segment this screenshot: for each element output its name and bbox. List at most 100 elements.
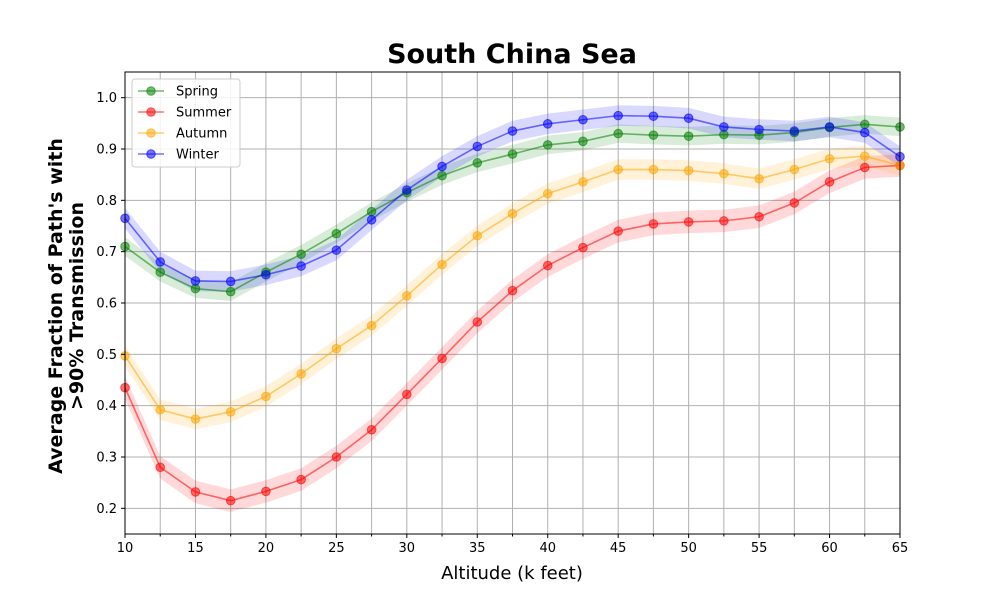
chart-title: South China Sea bbox=[387, 39, 637, 70]
y-tick-label: 0.8 bbox=[96, 194, 117, 209]
data-point-spring bbox=[366, 206, 377, 217]
x-tick-label: 35 bbox=[469, 541, 486, 556]
y-tick-label: 0.3 bbox=[96, 451, 117, 466]
legend-box bbox=[131, 78, 241, 168]
data-point-autumn bbox=[472, 230, 483, 241]
data-point-summer bbox=[472, 317, 483, 327]
data-point-autumn bbox=[719, 168, 729, 179]
y-tick-label: 0.6 bbox=[96, 297, 117, 312]
data-point-spring bbox=[507, 149, 518, 159]
data-point-spring bbox=[648, 130, 659, 140]
y-tick-label: 0.2 bbox=[96, 502, 117, 517]
data-point-spring bbox=[331, 228, 342, 239]
x-tick-label: 25 bbox=[328, 541, 345, 556]
data-point-winter bbox=[613, 110, 623, 121]
data-point-summer bbox=[366, 424, 377, 435]
data-point-spring bbox=[542, 140, 553, 150]
data-point-autumn bbox=[296, 369, 306, 379]
data-point-summer bbox=[542, 260, 553, 271]
data-point-winter bbox=[366, 215, 377, 225]
data-point-spring bbox=[472, 158, 483, 168]
data-point-summer bbox=[155, 462, 166, 473]
data-point-winter bbox=[155, 257, 166, 267]
y-tick-label: 0.5 bbox=[96, 348, 117, 363]
data-point-autumn bbox=[754, 173, 764, 184]
data-point-summer bbox=[719, 216, 729, 226]
data-point-autumn bbox=[225, 407, 236, 417]
legend: Spring Summer Autumn Winter bbox=[131, 78, 241, 168]
y-tick-label: 1.0 bbox=[96, 91, 117, 106]
data-point-summer bbox=[261, 486, 271, 497]
legend-marker-winter bbox=[146, 149, 156, 159]
data-point-autumn bbox=[366, 320, 377, 331]
data-point-autumn bbox=[507, 208, 518, 219]
band-autumn bbox=[125, 145, 900, 430]
data-point-autumn bbox=[789, 164, 800, 175]
data-point-autumn bbox=[859, 151, 870, 161]
data-point-autumn bbox=[261, 391, 271, 402]
data-point-winter bbox=[402, 185, 412, 195]
data-point-autumn bbox=[437, 259, 447, 270]
data-point-summer bbox=[683, 217, 694, 227]
data-point-summer bbox=[754, 211, 764, 222]
data-point-summer bbox=[859, 162, 870, 173]
data-point-winter bbox=[578, 114, 588, 125]
x-tick-label: 50 bbox=[680, 541, 697, 556]
data-point-autumn bbox=[155, 404, 166, 415]
x-tick-label: 40 bbox=[539, 541, 556, 556]
data-point-winter bbox=[261, 269, 271, 280]
data-point-autumn bbox=[683, 165, 694, 176]
axis-ticks: 10 15 20 25 30 35 40 45 50 55 60 65 0.2 0.3 0.4 0.5 0.6 0… bbox=[96, 91, 908, 556]
x-tick-label: 30 bbox=[399, 541, 416, 556]
data-point-autumn bbox=[190, 414, 201, 424]
data-point-winter bbox=[331, 245, 342, 255]
data-point-spring bbox=[683, 131, 694, 141]
legend-label-winter: Winter bbox=[176, 148, 220, 163]
data-point-winter bbox=[683, 113, 694, 123]
data-point-autumn bbox=[402, 291, 412, 301]
data-point-winter bbox=[789, 126, 800, 136]
y-axis-label-line-2: >90% Transmission bbox=[66, 202, 88, 410]
x-axis-label: Altitude (k feet) bbox=[441, 563, 583, 584]
y-tick-label: 0.7 bbox=[96, 245, 117, 260]
data-point-autumn bbox=[648, 164, 659, 175]
data-point-summer bbox=[402, 389, 412, 400]
data-point-summer bbox=[331, 452, 342, 462]
data-point-winter bbox=[225, 276, 236, 287]
band-summer bbox=[125, 154, 900, 512]
data-point-winter bbox=[824, 122, 835, 132]
x-tick-label: 45 bbox=[610, 541, 627, 556]
data-point-winter bbox=[859, 127, 870, 138]
data-point-autumn bbox=[824, 153, 835, 164]
legend-label-spring: Spring bbox=[176, 85, 218, 100]
data-point-winter bbox=[542, 119, 553, 129]
x-tick-label: 60 bbox=[821, 541, 838, 556]
legend-marker-summer bbox=[146, 107, 156, 117]
data-point-summer bbox=[437, 353, 447, 364]
series-markers bbox=[120, 110, 905, 506]
data-point-summer bbox=[613, 226, 623, 236]
legend-marker-autumn bbox=[146, 128, 156, 138]
data-point-winter bbox=[507, 126, 518, 136]
data-point-autumn bbox=[331, 343, 342, 354]
data-point-summer bbox=[578, 242, 588, 253]
data-point-spring bbox=[296, 249, 306, 260]
data-point-summer bbox=[507, 285, 518, 296]
data-point-winter bbox=[437, 161, 447, 172]
legend-marker-spring bbox=[146, 86, 156, 96]
y-axis-label-line-1: Average Fraction of Path's with bbox=[45, 138, 67, 474]
data-point-spring bbox=[613, 128, 623, 139]
data-point-spring bbox=[578, 136, 588, 147]
data-point-winter bbox=[190, 276, 201, 286]
data-point-autumn bbox=[542, 188, 553, 199]
data-point-summer bbox=[225, 495, 236, 506]
x-tick-label: 20 bbox=[258, 541, 275, 556]
y-tick-label: 0.9 bbox=[96, 143, 117, 158]
data-point-autumn bbox=[613, 164, 623, 175]
data-point-autumn bbox=[578, 177, 588, 187]
data-point-winter bbox=[296, 261, 306, 271]
data-point-spring bbox=[859, 119, 870, 130]
band-winter bbox=[125, 105, 900, 292]
x-tick-label: 10 bbox=[117, 541, 134, 556]
data-point-winter bbox=[754, 124, 764, 135]
